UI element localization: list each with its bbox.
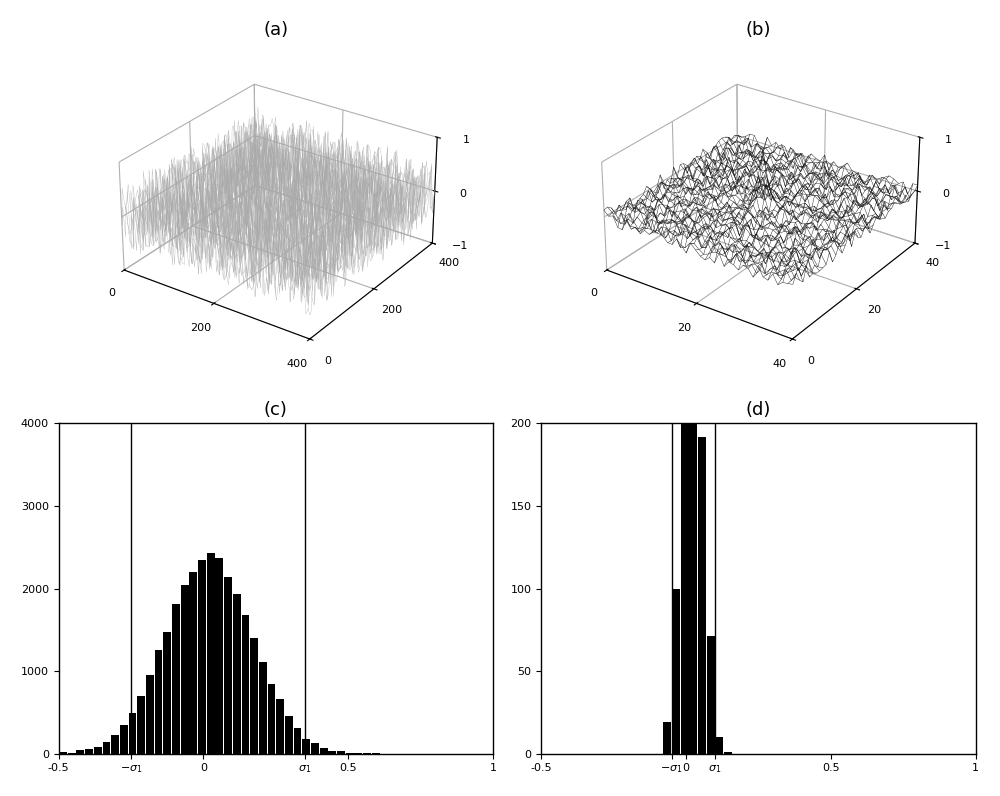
Bar	[172, 604, 180, 754]
Bar	[155, 650, 162, 754]
Bar	[250, 638, 258, 754]
Bar	[163, 632, 171, 754]
Bar	[189, 572, 197, 754]
Bar	[137, 696, 145, 754]
Bar	[276, 699, 284, 754]
Title: (a): (a)	[263, 21, 288, 39]
Bar	[707, 637, 715, 754]
Bar	[337, 751, 345, 754]
Bar	[259, 662, 267, 754]
Bar	[302, 739, 310, 754]
Bar	[242, 615, 249, 754]
Bar	[724, 752, 732, 754]
Bar	[268, 684, 275, 754]
Bar	[233, 594, 241, 754]
Bar	[294, 728, 301, 754]
Bar	[111, 735, 119, 754]
Bar	[328, 751, 336, 754]
Bar	[663, 722, 671, 754]
Bar	[689, 207, 697, 754]
Bar	[320, 748, 328, 754]
Bar	[103, 743, 110, 754]
Bar	[120, 725, 128, 754]
Bar	[68, 752, 76, 754]
Title: (c): (c)	[264, 401, 288, 419]
Bar	[715, 737, 723, 754]
Bar	[94, 747, 102, 754]
Title: (d): (d)	[746, 401, 771, 419]
Bar	[146, 675, 154, 754]
Title: (b): (b)	[746, 21, 771, 39]
Bar	[285, 716, 293, 754]
Bar	[76, 750, 84, 754]
Bar	[311, 743, 319, 754]
Bar	[681, 298, 689, 754]
Bar	[224, 577, 232, 754]
Bar	[198, 560, 206, 754]
Bar	[181, 585, 189, 754]
Bar	[129, 713, 136, 754]
Bar	[698, 437, 706, 754]
Bar	[672, 588, 680, 754]
Bar	[59, 752, 67, 754]
Bar	[346, 752, 354, 754]
Bar	[85, 749, 93, 754]
Bar	[215, 558, 223, 754]
Bar	[207, 553, 215, 754]
